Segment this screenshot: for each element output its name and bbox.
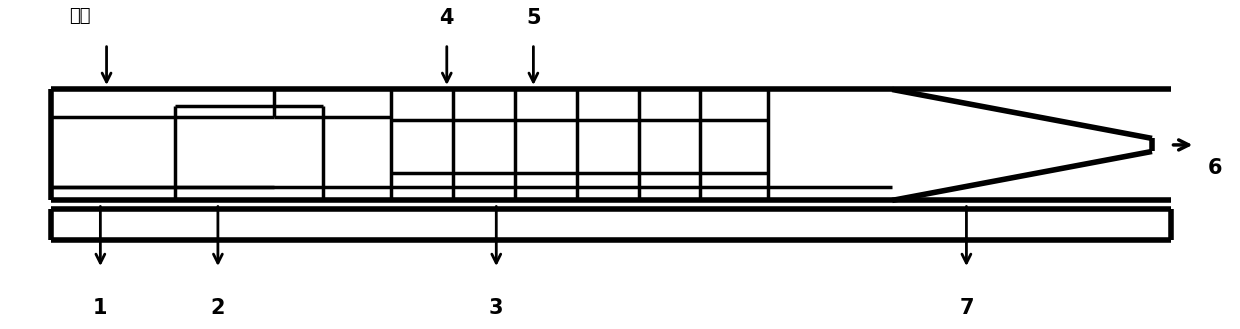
Text: 4: 4 bbox=[439, 8, 454, 28]
Text: 6: 6 bbox=[1208, 158, 1223, 178]
Text: 1: 1 bbox=[93, 298, 108, 318]
Text: 5: 5 bbox=[526, 8, 541, 28]
Text: 2: 2 bbox=[211, 298, 226, 318]
Text: 7: 7 bbox=[960, 298, 973, 318]
Text: 3: 3 bbox=[489, 298, 503, 318]
Text: 加样: 加样 bbox=[69, 7, 91, 25]
